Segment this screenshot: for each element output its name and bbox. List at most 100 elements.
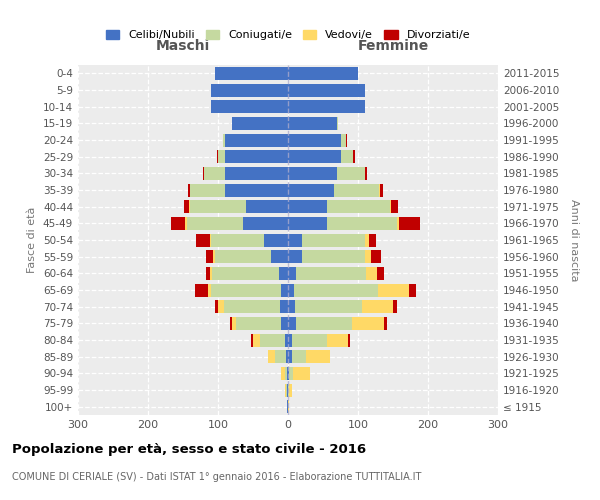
Bar — [337, 117, 338, 130]
Bar — [211, 234, 263, 246]
Bar — [334, 184, 379, 196]
Bar — [275, 350, 286, 363]
Bar — [235, 317, 281, 330]
Text: COMUNE DI CERIALE (SV) - Dati ISTAT 1° gennaio 2016 - Elaborazione TUTTITALIA.IT: COMUNE DI CERIALE (SV) - Dati ISTAT 1° g… — [12, 472, 421, 482]
Bar — [287, 400, 288, 413]
Bar — [246, 200, 288, 213]
Bar — [341, 150, 353, 163]
Bar — [397, 217, 398, 230]
Bar — [211, 100, 288, 113]
Bar — [365, 167, 367, 180]
Bar — [242, 217, 288, 230]
Bar — [293, 284, 377, 296]
Bar — [288, 217, 326, 230]
Text: Femmine: Femmine — [358, 40, 428, 54]
Text: Maschi: Maschi — [156, 40, 210, 54]
Bar — [296, 317, 352, 330]
Bar — [217, 150, 218, 163]
Bar — [341, 134, 346, 146]
Bar — [288, 317, 296, 330]
Bar — [389, 200, 391, 213]
Bar — [377, 267, 384, 280]
Bar — [286, 350, 288, 363]
Bar — [365, 250, 371, 263]
Bar — [212, 267, 279, 280]
Bar — [288, 134, 341, 146]
Bar — [225, 167, 288, 180]
Bar — [292, 350, 305, 363]
Bar — [352, 317, 384, 330]
Bar — [296, 267, 367, 280]
Bar — [263, 234, 288, 246]
Text: Popolazione per età, sesso e stato civile - 2016: Popolazione per età, sesso e stato civil… — [12, 442, 366, 456]
Bar — [208, 284, 211, 296]
Bar — [289, 367, 293, 380]
Bar — [223, 134, 225, 146]
Bar — [232, 317, 235, 330]
Bar — [337, 167, 365, 180]
Bar — [293, 367, 310, 380]
Bar — [204, 167, 225, 180]
Bar — [326, 200, 389, 213]
Bar — [287, 367, 288, 380]
Bar — [361, 300, 393, 313]
Bar — [211, 84, 288, 96]
Bar — [218, 150, 225, 163]
Bar — [215, 300, 218, 313]
Bar — [288, 184, 334, 196]
Bar — [302, 250, 365, 263]
Bar — [288, 384, 289, 396]
Bar — [287, 384, 288, 396]
Bar — [271, 250, 288, 263]
Bar — [284, 334, 288, 346]
Bar — [213, 250, 215, 263]
Bar — [288, 250, 302, 263]
Y-axis label: Anni di nascita: Anni di nascita — [569, 198, 579, 281]
Bar — [206, 250, 213, 263]
Bar — [347, 334, 350, 346]
Bar — [218, 300, 224, 313]
Bar — [367, 267, 377, 280]
Bar — [190, 200, 246, 213]
Bar — [346, 134, 347, 146]
Bar — [225, 150, 288, 163]
Bar — [288, 117, 337, 130]
Bar — [203, 167, 204, 180]
Bar — [384, 317, 388, 330]
Bar — [326, 217, 397, 230]
Bar — [288, 67, 358, 80]
Bar — [195, 284, 208, 296]
Bar — [224, 300, 280, 313]
Bar — [188, 184, 190, 196]
Bar — [215, 250, 271, 263]
Bar — [206, 267, 210, 280]
Bar — [281, 284, 288, 296]
Bar — [398, 217, 419, 230]
Bar — [190, 184, 225, 196]
Bar — [260, 334, 284, 346]
Bar — [326, 334, 347, 346]
Legend: Celibi/Nubili, Coniugati/e, Vedovi/e, Divorziati/e: Celibi/Nubili, Coniugati/e, Vedovi/e, Di… — [101, 25, 475, 44]
Bar — [171, 217, 185, 230]
Bar — [391, 200, 398, 213]
Bar — [288, 100, 365, 113]
Bar — [284, 367, 287, 380]
Bar — [288, 300, 295, 313]
Bar — [288, 350, 292, 363]
Bar — [292, 334, 326, 346]
Bar — [210, 267, 212, 280]
Bar — [288, 284, 293, 296]
Bar — [353, 150, 355, 163]
Bar — [187, 217, 242, 230]
Bar — [377, 284, 409, 296]
Bar — [281, 317, 288, 330]
Y-axis label: Fasce di età: Fasce di età — [28, 207, 37, 273]
Bar — [288, 267, 296, 280]
Bar — [288, 200, 326, 213]
Bar — [288, 150, 341, 163]
Bar — [225, 134, 288, 146]
Bar — [379, 184, 380, 196]
Bar — [209, 234, 211, 246]
Bar — [288, 400, 289, 413]
Bar — [268, 350, 275, 363]
